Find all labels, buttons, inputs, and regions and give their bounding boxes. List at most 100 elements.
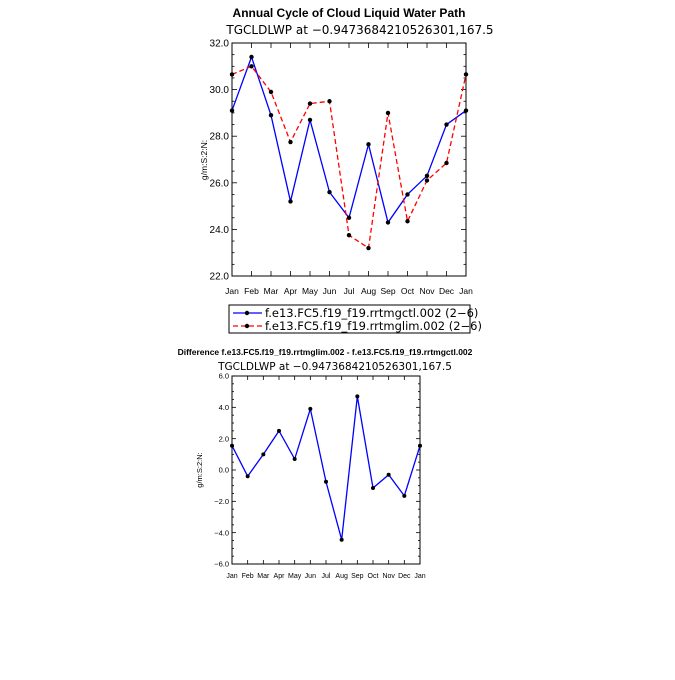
x-tick-label: Nov (419, 286, 435, 296)
y-tick-label: 28.0 (210, 132, 230, 143)
data-point (444, 122, 449, 127)
data-point (405, 192, 410, 197)
chart-title: Annual Cycle of Cloud Liquid Water Path (233, 6, 466, 20)
data-point (463, 108, 469, 113)
x-tick-label: Jun (323, 286, 337, 296)
series-line (231, 396, 421, 540)
data-point (371, 486, 375, 491)
chart-title: Difference f.e13.FC5.f19_f19.rrtmglim.00… (178, 347, 473, 357)
data-point (346, 215, 352, 220)
y-tick-label: 24.0 (210, 225, 230, 236)
x-tick-label: Apr (274, 573, 286, 580)
y-axis-label: g/m:S:2:N: (195, 452, 204, 487)
x-tick-label: Jun (305, 573, 316, 580)
data-point (405, 219, 410, 224)
data-point (307, 101, 313, 106)
chart-subtitle: TGCLDLWP at −0.9473684210526301,167.5 (217, 361, 452, 373)
legend-marker (244, 323, 250, 329)
legend-label: f.e13.FC5.f19_f19.rrtmglim.002 (2−6) (265, 319, 482, 333)
data-point (292, 457, 297, 462)
data-point (418, 443, 422, 448)
x-tick-label: Jul (322, 573, 331, 580)
series-line (231, 55, 467, 224)
legend-entry: f.e13.FC5.f19_f19.rrtmglim.002 (2−6) (233, 319, 482, 333)
x-tick-label: Jan (226, 573, 237, 580)
data-point (385, 220, 391, 225)
x-tick-label: Dec (439, 286, 455, 296)
data-point (327, 189, 332, 195)
x-tick-label: Aug (361, 286, 376, 296)
data-point (268, 89, 274, 95)
y-tick-label: 22.0 (210, 272, 230, 283)
data-point (424, 178, 430, 183)
x-tick-label: Nov (382, 573, 395, 580)
data-point (385, 110, 391, 116)
y-tick-label: 26.0 (210, 178, 230, 189)
y-tick-label: −4.0 (214, 528, 229, 537)
y-tick-label: 6.0 (219, 372, 229, 381)
legend-entry: f.e13.FC5.f19_f19.rrtmgctl.002 (2−6) (233, 306, 478, 320)
data-point (386, 472, 391, 477)
data-point (277, 428, 281, 433)
x-tick-label: Jan (459, 286, 473, 296)
legend-label: f.e13.FC5.f19_f19.rrtmgctl.002 (2−6) (265, 306, 478, 320)
x-tick-label: Aug (335, 573, 348, 580)
data-point (229, 108, 235, 113)
x-tick-label: Jul (344, 286, 355, 296)
annual-cycle-chart: Annual Cycle of Cloud Liquid Water Path … (199, 6, 494, 334)
x-tick-label: Dec (398, 573, 411, 580)
x-tick-label: Jan (414, 573, 425, 580)
data-point (249, 64, 254, 69)
x-tick-label: Apr (284, 286, 297, 296)
y-tick-label: −6.0 (214, 560, 229, 569)
plot-area: 22.0 24.0 26.0 28.0 30.0 32.0 Jan Feb Mar Apr May J… (210, 39, 474, 297)
legend: f.e13.FC5.f19_f19.rrtmgctl.002 (2−6) f.e… (228, 304, 482, 334)
y-tick-label: 32.0 (210, 39, 230, 50)
y-axis-label: g/m:S:2:N: (199, 140, 209, 180)
x-tick-label: May (288, 573, 302, 580)
series-line (231, 65, 467, 250)
data-point (324, 479, 328, 484)
data-point (288, 139, 293, 145)
data-point (424, 173, 430, 179)
x-tick-label: Feb (242, 573, 254, 580)
data-point (366, 245, 371, 251)
legend-marker (244, 310, 250, 316)
data-point (230, 443, 234, 448)
data-point (249, 54, 254, 60)
data-point (307, 117, 313, 123)
y-tick-label: 4.0 (219, 403, 229, 412)
data-point (245, 474, 250, 479)
y-tick-label: 2.0 (219, 434, 229, 443)
x-tick-label: Oct (368, 573, 379, 580)
legend-box (228, 304, 471, 334)
data-point (268, 113, 274, 118)
x-tick-label: May (302, 286, 319, 296)
data-point (339, 537, 344, 542)
data-point (261, 452, 266, 457)
data-point (355, 394, 360, 399)
data-point (444, 160, 449, 166)
plot-frame (231, 42, 467, 277)
x-tick-label: Mar (264, 286, 279, 296)
data-point (308, 406, 313, 411)
difference-chart: Difference f.e13.FC5.f19_f19.rrtmglim.00… (178, 347, 473, 580)
y-tick-label: 0.0 (219, 466, 229, 475)
x-tick-label: Mar (257, 573, 270, 580)
x-tick-label: Sep (380, 286, 395, 296)
data-point (402, 493, 407, 498)
x-tick-label: Jan (225, 286, 239, 296)
y-tick-label: 30.0 (210, 85, 230, 96)
plot-frame (231, 375, 421, 565)
chart-subtitle: TGCLDLWP at −0.9473684210526301,167.5 (225, 23, 493, 37)
x-tick-label: Feb (244, 286, 259, 296)
data-point (229, 72, 235, 77)
y-tick-label: −2.0 (214, 497, 229, 506)
data-point (327, 99, 332, 104)
data-point (463, 72, 469, 77)
data-point (346, 233, 352, 238)
data-point (366, 142, 371, 147)
